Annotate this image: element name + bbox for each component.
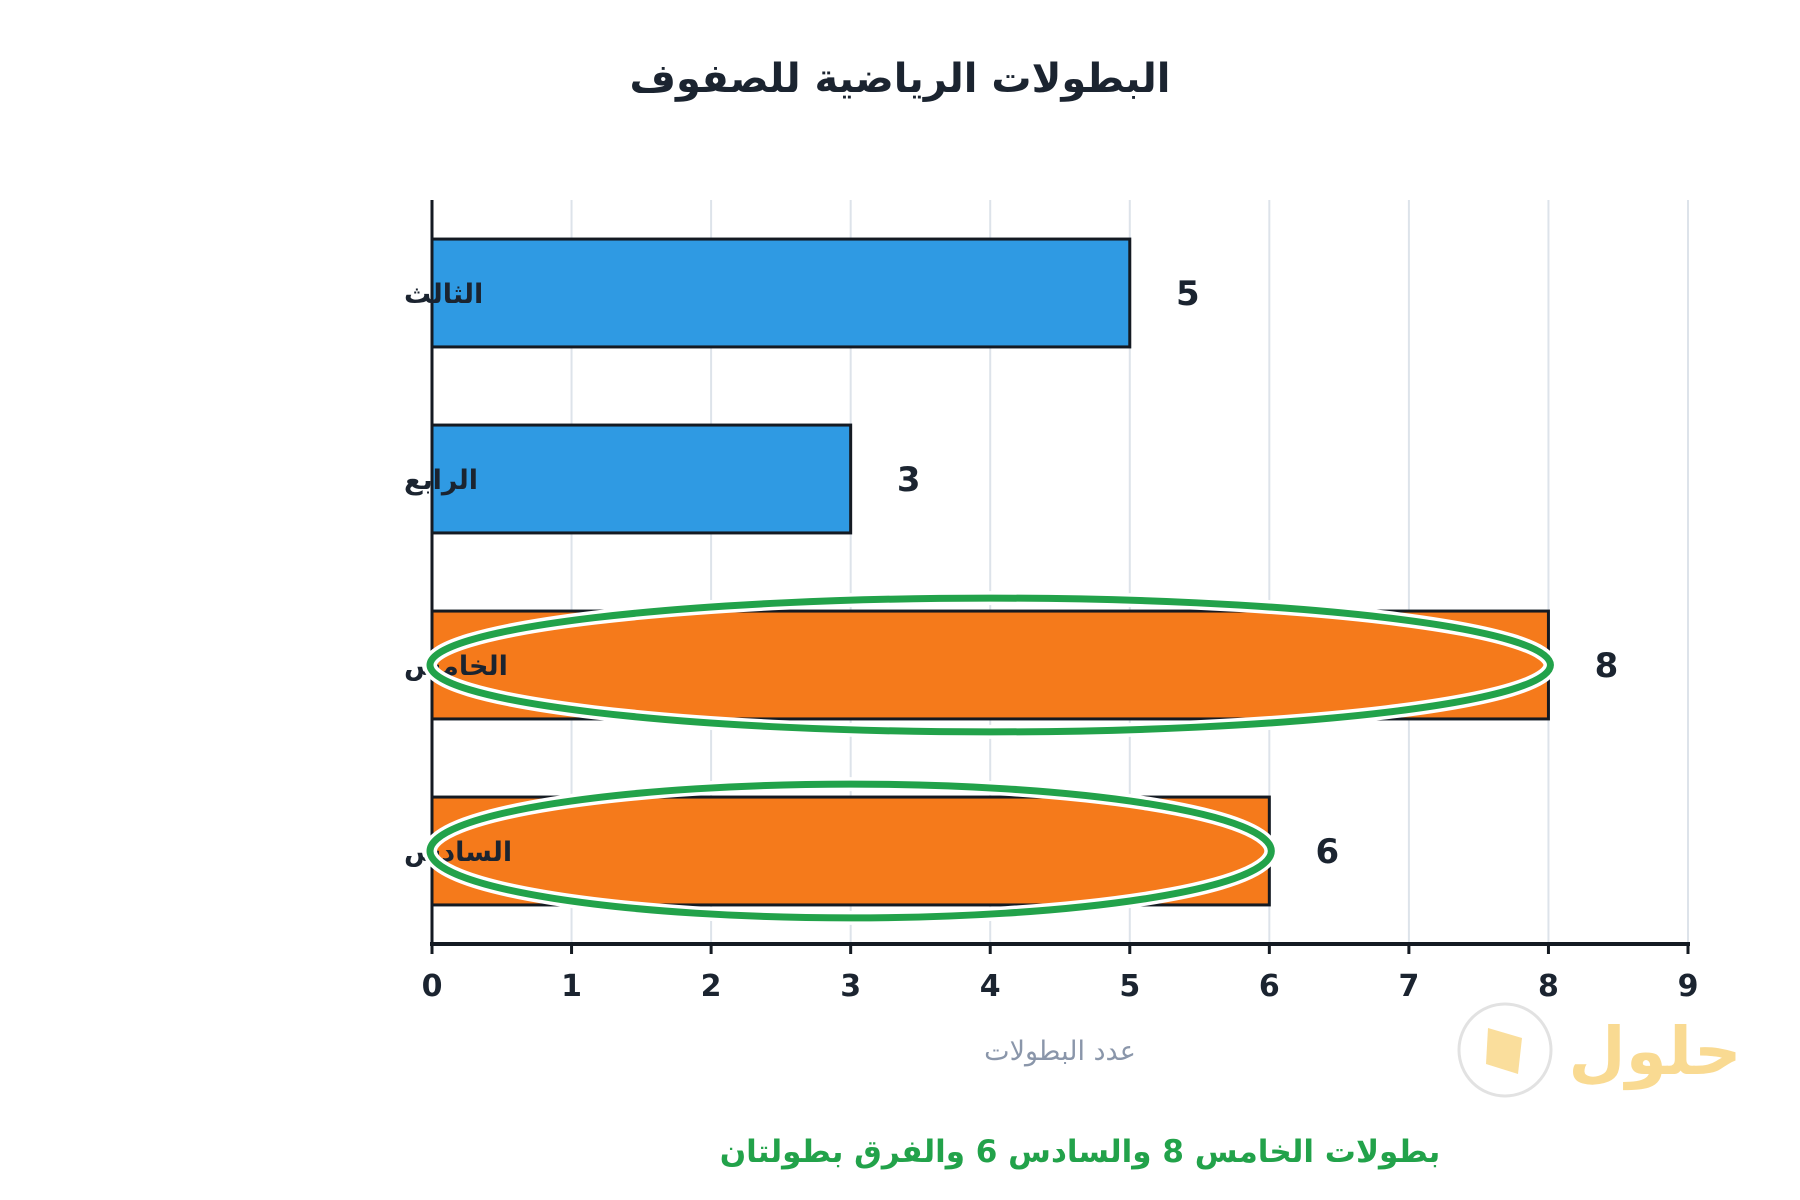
caption-number-fifth: 8 [1162, 1134, 1184, 1170]
x-tick-label: 5 [1119, 969, 1140, 1004]
book-icon [1486, 1028, 1522, 1074]
data-label: 8 [1595, 646, 1619, 686]
bar [430, 423, 853, 535]
bar [430, 795, 1271, 907]
x-tick-label: 9 [1678, 969, 1699, 1004]
caption-number-sixth: 6 [976, 1134, 998, 1170]
labels: الثالث 5 الرابع 3 الخامس 8 السادس 6 [404, 274, 1618, 872]
caption-part-1: بطولات الخامس [1184, 1134, 1440, 1170]
highlight-ovals [423, 591, 1558, 925]
bar [430, 237, 1132, 349]
x-tick-label: 2 [701, 969, 722, 1004]
logo-wordmark: حلول [1568, 1013, 1741, 1091]
x-tick-label: 4 [980, 969, 1001, 1004]
caption-part-3: والفرق بطولتان [720, 1134, 976, 1170]
category-label: الثالث [404, 279, 483, 310]
logo-circle-icon [1457, 1002, 1553, 1098]
logo: حلول [1457, 1002, 1742, 1098]
bars [430, 237, 1550, 907]
data-label: 6 [1315, 832, 1339, 872]
caption: بطولات الخامس 8 والسادس 6 والفرق بطولتان [720, 1134, 1441, 1170]
category-label: الرابع [404, 465, 478, 496]
axes: 0 1 2 3 4 5 6 7 8 9 [422, 200, 1699, 1004]
data-label: 3 [897, 460, 921, 500]
bar [430, 609, 1550, 721]
x-tick-label: 0 [422, 969, 443, 1004]
x-axis-title: عدد البطولات [984, 1036, 1136, 1067]
highlight-oval [426, 780, 1275, 922]
highlight-oval [426, 594, 1554, 736]
x-tick-label: 3 [840, 969, 861, 1004]
chart-title: البطولات الرياضية للصفوف [630, 56, 1171, 102]
caption-part-2: والسادس [997, 1134, 1162, 1170]
x-tick-label: 1 [561, 969, 582, 1004]
category-label: الخامس [404, 651, 508, 682]
x-tick-label: 6 [1259, 969, 1280, 1004]
data-label: 5 [1176, 274, 1200, 314]
category-label: السادس [404, 837, 512, 868]
x-tick-label: 7 [1398, 969, 1419, 1004]
x-tick-label: 8 [1538, 969, 1559, 1004]
